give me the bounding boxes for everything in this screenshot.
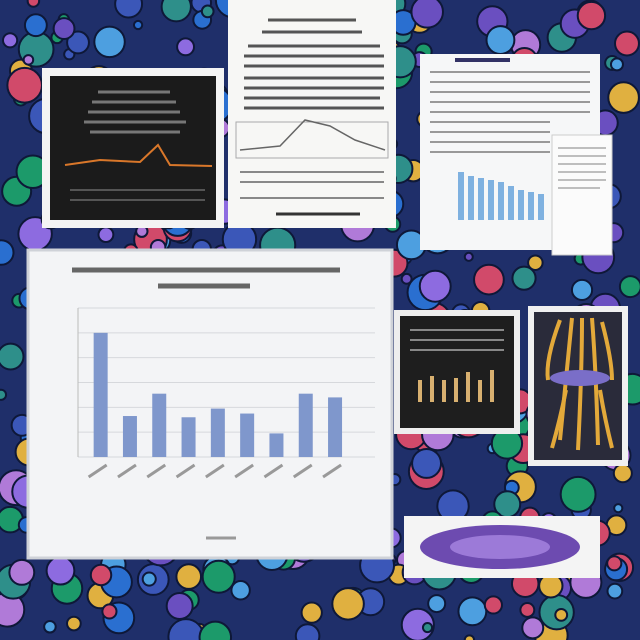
curve — [239, 119, 386, 151]
bar — [269, 433, 284, 457]
x-label-line — [322, 463, 342, 479]
tile — [97, 226, 115, 244]
tile — [521, 616, 545, 640]
image — [450, 535, 550, 559]
tile — [198, 620, 233, 640]
tile — [613, 503, 624, 514]
tile — [66, 30, 90, 55]
bar — [240, 413, 255, 457]
axis-labels — [70, 189, 205, 201]
tile — [43, 619, 57, 634]
line-graph — [64, 143, 213, 167]
tile — [606, 555, 623, 572]
tile — [1, 32, 19, 49]
tile — [23, 13, 48, 38]
tile — [6, 66, 44, 104]
tile — [570, 278, 594, 302]
tile — [421, 621, 434, 634]
tile — [45, 555, 76, 586]
bar-chart — [77, 307, 375, 479]
text-lines — [240, 171, 384, 216]
tile — [473, 263, 505, 296]
bar — [93, 332, 108, 457]
tile — [618, 275, 640, 299]
text-lines — [430, 71, 590, 153]
tile — [201, 559, 236, 594]
mini-bars — [458, 172, 544, 220]
bar — [210, 408, 225, 457]
tile — [132, 19, 144, 31]
text-lines — [410, 329, 504, 351]
tile — [519, 602, 536, 618]
tile — [8, 558, 36, 586]
tile — [300, 601, 323, 624]
tile — [411, 447, 443, 479]
tile — [614, 30, 640, 57]
tile — [93, 25, 126, 59]
tile — [609, 57, 624, 72]
bar — [328, 397, 343, 457]
tile — [66, 615, 82, 632]
tile — [511, 265, 537, 291]
tile — [485, 25, 516, 55]
bell — [550, 370, 610, 386]
tile — [52, 17, 76, 40]
x-label-line — [87, 463, 108, 479]
x-label-line — [117, 463, 137, 479]
tile — [114, 0, 144, 19]
bar — [152, 393, 167, 457]
tile — [176, 37, 196, 57]
tile — [0, 239, 15, 266]
tile — [230, 580, 251, 601]
tile — [200, 4, 215, 19]
tile — [89, 563, 113, 587]
title-lines — [72, 267, 340, 289]
tile — [457, 596, 488, 627]
tile — [400, 272, 413, 285]
bar — [181, 417, 196, 457]
tile — [427, 594, 447, 614]
tile — [0, 342, 25, 371]
tile — [101, 603, 118, 620]
tile — [483, 595, 503, 615]
x-label-line — [234, 463, 254, 479]
tile — [606, 582, 624, 600]
bar — [122, 416, 137, 457]
tile — [463, 251, 474, 262]
tile — [22, 54, 35, 66]
x-label-line — [146, 463, 167, 479]
tile — [559, 475, 597, 513]
tile — [418, 269, 452, 303]
tile — [26, 0, 41, 8]
x-label-line — [205, 463, 225, 479]
dark-panel — [50, 76, 216, 220]
text-lines — [244, 18, 384, 110]
document — [228, 0, 396, 228]
tile — [165, 592, 194, 621]
small-document — [551, 134, 613, 256]
mini-bars — [418, 370, 494, 402]
tile — [410, 0, 444, 29]
tile — [576, 0, 607, 31]
text-lines — [84, 90, 186, 134]
tile — [607, 81, 640, 114]
tile — [554, 607, 569, 622]
tile — [160, 0, 192, 23]
x-label-line — [292, 463, 313, 479]
tile — [294, 623, 321, 640]
x-label-line — [263, 463, 284, 479]
tile — [0, 388, 8, 401]
tile — [612, 463, 633, 484]
tile — [175, 563, 203, 590]
tile — [331, 587, 365, 621]
x-label-line — [175, 463, 196, 479]
tile — [463, 634, 476, 640]
text-lines — [558, 147, 606, 189]
tile — [141, 571, 157, 587]
dark-panel — [400, 316, 514, 428]
bar — [298, 393, 313, 457]
tile — [527, 254, 544, 271]
